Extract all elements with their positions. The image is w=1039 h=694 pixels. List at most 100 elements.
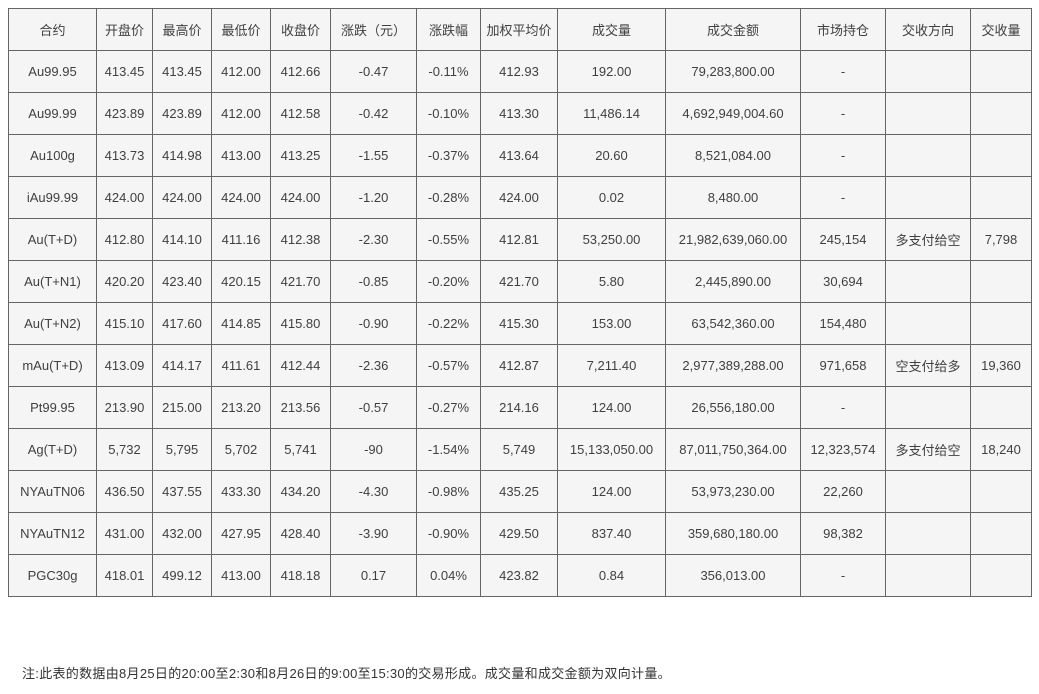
table-cell	[970, 512, 1032, 555]
table-cell: 424.00	[211, 176, 271, 219]
table-cell: -1.55	[330, 134, 417, 177]
table-cell: -0.85	[330, 260, 417, 303]
table-cell: 837.40	[557, 512, 666, 555]
table-cell: 412.38	[270, 218, 331, 261]
table-row: PGC30g 418.01 499.12 413.00 418.18 0.17 0.04% 4…	[8, 554, 1032, 597]
table-cell: -2.36	[330, 344, 417, 387]
table-cell: 空支付给多	[885, 344, 971, 387]
table-cell	[970, 260, 1032, 303]
table-cell: -0.20%	[416, 260, 481, 303]
column-header: 市场持仓	[800, 8, 886, 51]
contract-cell: Au(T+N2)	[8, 302, 97, 345]
table-cell	[885, 176, 971, 219]
table-row: Ag(T+D) 5,732 5,795 5,702 5,741 -90 -1.54% 5,74…	[8, 428, 1032, 471]
table-cell: 5,749	[480, 428, 558, 471]
table-cell: 11,486.14	[557, 92, 666, 135]
table-cell: 437.55	[152, 470, 212, 513]
table-cell: 971,658	[800, 344, 886, 387]
table-cell: 0.04%	[416, 554, 481, 597]
table-cell: 435.25	[480, 470, 558, 513]
table-cell: 423.89	[96, 92, 153, 135]
table-cell: 0.84	[557, 554, 666, 597]
table-cell: -	[800, 50, 886, 93]
table-cell: 413.09	[96, 344, 153, 387]
footnote: 注:此表的数据由8月25日的20:00至2:30和8月26日的9:00至15:3…	[22, 666, 671, 681]
column-header: 收盘价	[270, 8, 331, 51]
table-cell: 413.30	[480, 92, 558, 135]
table-cell: 413.00	[211, 554, 271, 597]
table-cell: 7,211.40	[557, 344, 666, 387]
table-cell	[885, 134, 971, 177]
table-cell: 420.20	[96, 260, 153, 303]
table-cell: 多支付给空	[885, 218, 971, 261]
table-cell: -0.47	[330, 50, 417, 93]
table-cell: 5.80	[557, 260, 666, 303]
table-cell	[970, 176, 1032, 219]
table-cell: 2,977,389,288.00	[665, 344, 801, 387]
table-cell: -	[800, 554, 886, 597]
column-header: 交收量	[970, 8, 1032, 51]
table-cell	[885, 50, 971, 93]
table-cell	[885, 470, 971, 513]
table-cell: 412.81	[480, 218, 558, 261]
table-cell: 124.00	[557, 386, 666, 429]
table-row: Au99.95 413.45 413.45 412.00 412.66 -0.47 -0.1…	[8, 50, 1032, 93]
table-row: Pt99.95 213.90 215.00 213.20 213.56 -0.57 -0.2…	[8, 386, 1032, 429]
table-cell: 356,013.00	[665, 554, 801, 597]
table-cell: 5,702	[211, 428, 271, 471]
table-cell: 21,982,639,060.00	[665, 218, 801, 261]
contract-cell: Au100g	[8, 134, 97, 177]
table-cell	[885, 512, 971, 555]
table-cell: 8,480.00	[665, 176, 801, 219]
column-header: 最低价	[211, 8, 271, 51]
table-row: NYAuTN12 431.00 432.00 427.95 428.40 -3.90 -0.…	[8, 512, 1032, 555]
table-cell: 414.10	[152, 218, 212, 261]
table-cell: -0.55%	[416, 218, 481, 261]
table-cell: 214.16	[480, 386, 558, 429]
table-cell	[885, 386, 971, 429]
contract-cell: PGC30g	[8, 554, 97, 597]
table-cell: 421.70	[480, 260, 558, 303]
table-cell: 213.20	[211, 386, 271, 429]
table-cell: 18,240	[970, 428, 1032, 471]
table-cell: 26,556,180.00	[665, 386, 801, 429]
table-body: Au99.95 413.45 413.45 412.00 412.66 -0.47 -0.1…	[8, 50, 1032, 597]
column-header: 涨跌（元）	[330, 8, 417, 51]
table-cell: 5,732	[96, 428, 153, 471]
table-cell: 0.17	[330, 554, 417, 597]
table-cell: 431.00	[96, 512, 153, 555]
contract-cell: Au(T+D)	[8, 218, 97, 261]
table-cell: 多支付给空	[885, 428, 971, 471]
table-cell: 424.00	[152, 176, 212, 219]
table-cell: 414.85	[211, 302, 271, 345]
table-cell: 424.00	[480, 176, 558, 219]
table-cell: 413.45	[96, 50, 153, 93]
table-cell: 412.80	[96, 218, 153, 261]
table-cell: 434.20	[270, 470, 331, 513]
table-cell: 412.44	[270, 344, 331, 387]
table-cell: 213.90	[96, 386, 153, 429]
contract-cell: Au99.95	[8, 50, 97, 93]
table-cell: 499.12	[152, 554, 212, 597]
table-cell: 5,795	[152, 428, 212, 471]
table-row: iAu99.99 424.00 424.00 424.00 424.00 -1.20 -0.…	[8, 176, 1032, 219]
contract-cell: Au99.99	[8, 92, 97, 135]
table-cell: -	[800, 92, 886, 135]
table-cell: -0.22%	[416, 302, 481, 345]
table-cell: 427.95	[211, 512, 271, 555]
table-cell: 411.16	[211, 218, 271, 261]
contract-cell: NYAuTN12	[8, 512, 97, 555]
column-header: 最高价	[152, 8, 212, 51]
table-cell: 5,741	[270, 428, 331, 471]
table-cell: 22,260	[800, 470, 886, 513]
table-cell: 424.00	[96, 176, 153, 219]
table-cell: 98,382	[800, 512, 886, 555]
table-cell: 124.00	[557, 470, 666, 513]
table-cell: -0.90	[330, 302, 417, 345]
table-cell: -0.98%	[416, 470, 481, 513]
table-cell: 421.70	[270, 260, 331, 303]
table-row: Au(T+N1) 420.20 423.40 420.15 421.70 -0.85 -0.…	[8, 260, 1032, 303]
table-cell: 63,542,360.00	[665, 302, 801, 345]
table-cell: 413.45	[152, 50, 212, 93]
table-cell	[885, 92, 971, 135]
